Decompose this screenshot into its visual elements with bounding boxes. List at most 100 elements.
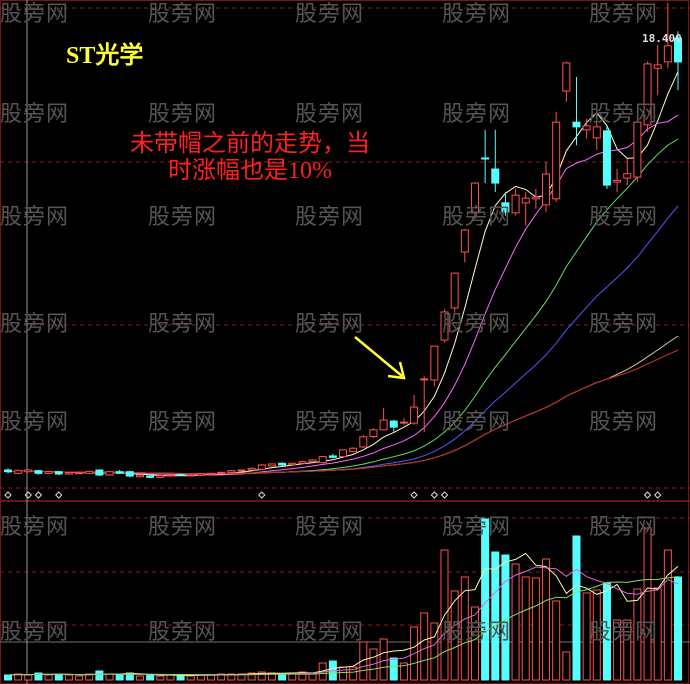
watermark-text: 股旁网 xyxy=(0,102,70,127)
candle-body xyxy=(491,168,500,184)
watermark-text: 股旁网 xyxy=(295,2,365,27)
volume-bar xyxy=(75,675,84,681)
volume-ma20-line xyxy=(7,576,679,676)
annotation-text: 未带帽之前的走势，当 时涨幅也是10% xyxy=(100,131,400,185)
volume-bar xyxy=(339,666,347,681)
watermark-text: 股旁网 xyxy=(148,620,218,645)
candle-body xyxy=(54,471,63,475)
volume-bar xyxy=(115,674,124,681)
signal-diamond-icon xyxy=(410,491,418,499)
volume-bar xyxy=(613,619,622,681)
volume-bar xyxy=(521,576,530,681)
signal-diamond-icon xyxy=(653,491,662,499)
candle-body xyxy=(95,469,104,476)
volume-bars xyxy=(4,518,682,681)
candle-body xyxy=(420,378,429,381)
candle-body xyxy=(542,173,551,206)
watermark-text: 股旁网 xyxy=(148,2,218,27)
volume-bar xyxy=(247,672,256,681)
candle-body xyxy=(24,469,33,473)
candle-body xyxy=(602,130,611,186)
candle-body xyxy=(217,471,226,474)
volume-bar xyxy=(643,527,652,681)
volume-bar xyxy=(430,622,439,681)
candle-body xyxy=(4,469,12,473)
candle-body xyxy=(521,197,530,204)
arrow-icon xyxy=(354,336,406,380)
volume-bar xyxy=(562,651,571,681)
watermark-text: 股旁网 xyxy=(442,205,512,230)
candle-body xyxy=(643,63,652,126)
volume-moving-averages xyxy=(7,552,679,676)
watermark-text: 股旁网 xyxy=(295,205,365,230)
volume-bar xyxy=(54,673,63,681)
volume-bar xyxy=(34,672,43,681)
signal-diamond-icon xyxy=(643,491,652,499)
volume-bar xyxy=(156,675,165,681)
candle-body xyxy=(146,475,155,478)
watermark-text: 股旁网 xyxy=(442,620,512,645)
candle-body xyxy=(379,419,388,431)
volume-bar xyxy=(582,592,591,681)
candle-body xyxy=(207,472,216,475)
candle-body xyxy=(247,467,256,471)
max-price-label: 18.400 xyxy=(642,32,682,45)
candle-body xyxy=(389,420,398,428)
watermark-text: 股旁网 xyxy=(295,620,365,645)
volume-bar xyxy=(623,619,632,681)
candle-body xyxy=(267,463,276,467)
candle-body xyxy=(592,126,601,139)
volume-bar xyxy=(278,673,287,681)
volume-bar xyxy=(95,670,104,681)
volume-bar xyxy=(572,535,581,681)
volume-bar xyxy=(207,674,216,681)
candle-body xyxy=(430,345,439,381)
volume-bar xyxy=(105,673,114,681)
candle-body xyxy=(288,462,297,466)
signal-diamond-icon xyxy=(430,491,439,499)
candle-body xyxy=(64,472,73,475)
candles xyxy=(4,2,682,479)
watermark-text: 股旁网 xyxy=(148,205,218,230)
candle-body xyxy=(562,62,571,92)
volume-bar xyxy=(399,662,408,681)
signal-markers xyxy=(4,491,662,499)
candle-body xyxy=(663,45,672,63)
signal-diamond-icon xyxy=(258,491,266,499)
volume-bar xyxy=(450,590,459,681)
volume-bar xyxy=(542,558,551,681)
watermark-text: 股旁网 xyxy=(0,205,70,230)
volume-bar xyxy=(379,638,388,681)
watermark-text: 股旁网 xyxy=(148,410,218,435)
candle-body xyxy=(176,473,185,476)
watermark-text: 股旁网 xyxy=(589,410,659,435)
volume-bar xyxy=(64,674,73,681)
volume-bar xyxy=(633,588,642,681)
candle-body xyxy=(369,429,378,438)
volume-bar xyxy=(257,671,266,681)
watermark-text: 股旁网 xyxy=(0,410,70,435)
volume-bar xyxy=(653,587,662,681)
candle-body xyxy=(85,470,94,474)
watermark-text: 股旁网 xyxy=(589,620,659,645)
candle-body xyxy=(653,64,662,69)
volume-bar xyxy=(420,612,429,681)
volume-bar xyxy=(298,671,307,681)
volume-bar xyxy=(217,673,226,681)
candle-body xyxy=(470,182,479,214)
candle-body xyxy=(308,459,317,463)
candle-body xyxy=(481,157,490,160)
volume-bar xyxy=(674,576,682,681)
watermark-text: 股旁网 xyxy=(442,410,512,435)
volume-bar xyxy=(44,674,53,681)
candle-body xyxy=(410,406,419,424)
volume-bar xyxy=(389,657,398,681)
candle-body xyxy=(34,470,43,474)
volume-bar xyxy=(14,673,23,681)
watermark-text: 股旁网 xyxy=(0,2,70,27)
candle-body xyxy=(135,474,144,478)
volume-bar xyxy=(531,577,540,681)
signal-diamond-icon xyxy=(4,491,12,499)
